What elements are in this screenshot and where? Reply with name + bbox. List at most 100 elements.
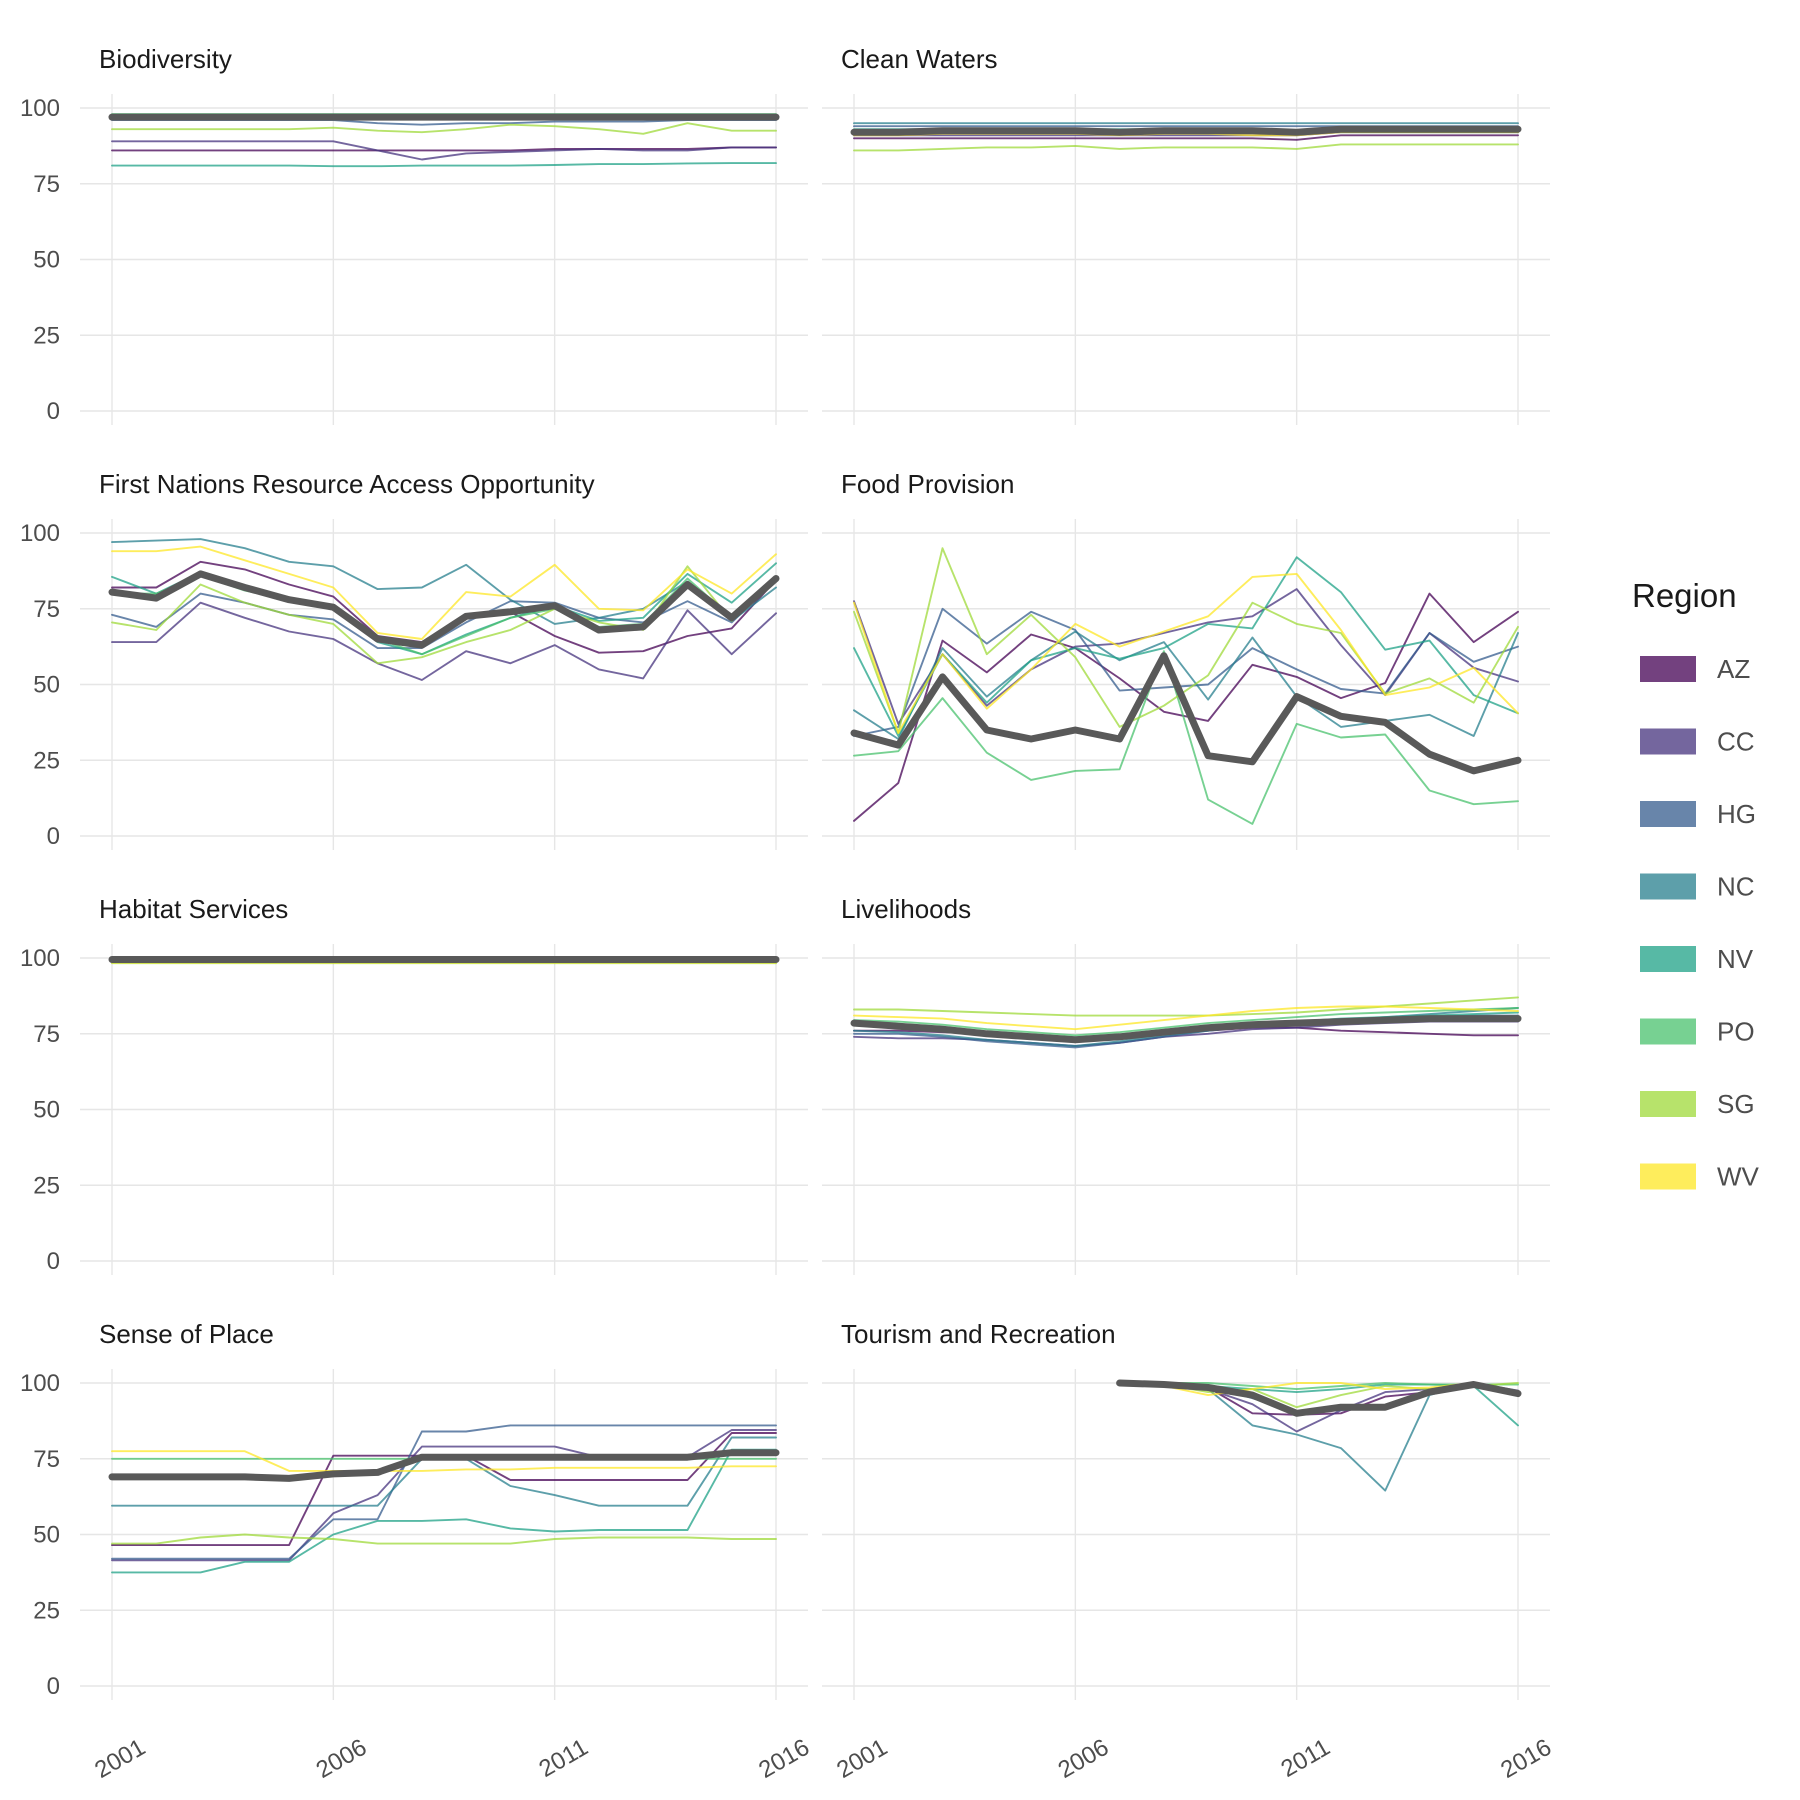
legend-label: PO <box>1717 1017 1755 1047</box>
series-line-hg <box>111 1424 777 1560</box>
legend-swatch <box>1640 1091 1696 1117</box>
series-lines <box>850 122 1522 152</box>
legend-items: AZ CC HG NC NV PO SG WV <box>1640 654 1760 1192</box>
x-tick-label: 2001 <box>832 1734 892 1784</box>
legend-label: WV <box>1717 1162 1760 1192</box>
series-line-sg <box>111 122 777 135</box>
series-line-sg <box>853 143 1519 152</box>
y-tick-label: 50 <box>33 1522 60 1549</box>
y-tick-label: 75 <box>33 1021 60 1048</box>
chart-panels: Biodiversity 0 25 50 75 100 Clean Waters First … <box>20 44 1556 1784</box>
y-tick-label: 25 <box>33 1172 60 1199</box>
panel-livelihoods: Livelihoods <box>822 894 1550 1275</box>
y-tick-label: 50 <box>33 1097 60 1124</box>
legend-swatch <box>1640 1018 1696 1045</box>
legend-item-hg: HG <box>1640 799 1756 829</box>
legend-label: SG <box>1717 1089 1755 1119</box>
y-tick-label: 0 <box>47 1248 60 1275</box>
series-line-sg <box>853 996 1519 1017</box>
panel-title: Habitat Services <box>99 894 288 924</box>
y-tick-label: 100 <box>20 520 60 547</box>
series-line-sg <box>111 1533 777 1545</box>
panel-tourism-and-recreation: Tourism and Recreation 2001 2006 2011 2016 <box>822 1319 1556 1784</box>
series-lines <box>850 996 1522 1049</box>
panel-title: Food Provision <box>841 469 1014 499</box>
series-line-po <box>853 1007 1519 1037</box>
grid <box>80 519 808 850</box>
legend-swatch <box>1640 946 1696 972</box>
x-tick-label: 2016 <box>1496 1734 1556 1784</box>
panel-biodiversity: Biodiversity 0 25 50 75 100 <box>20 44 808 425</box>
y-tick-label: 25 <box>33 1597 60 1624</box>
series-line-nv <box>111 162 777 168</box>
series-lines <box>1116 1379 1522 1492</box>
legend-item-cc: CC <box>1640 727 1755 757</box>
series-line-sg <box>111 565 777 665</box>
y-tick-label: 75 <box>33 171 60 198</box>
legend-item-nc: NC <box>1640 872 1755 902</box>
series-line-nv <box>111 1448 777 1574</box>
panel-title: Sense of Place <box>99 1319 274 1349</box>
y-tick-label: 25 <box>33 322 60 349</box>
series-line-az <box>853 592 1519 822</box>
series-line-cc <box>111 1429 777 1562</box>
series-line-overall <box>850 652 1522 775</box>
grid <box>822 519 1550 850</box>
legend-label: NC <box>1717 872 1755 902</box>
x-tick-label: 2006 <box>1054 1734 1114 1784</box>
series-line-sg <box>853 547 1519 734</box>
series-line-wv <box>111 545 777 640</box>
panel-clean-waters: Clean Waters <box>822 44 1550 425</box>
series-lines <box>108 956 780 965</box>
legend-swatch <box>1640 1163 1696 1190</box>
panel-first-nations-resource-access-opportunity: First Nations Resource Access Opportunit… <box>20 469 808 850</box>
y-tick-label: 75 <box>33 596 60 623</box>
series-line-overall <box>850 125 1522 136</box>
y-tick-label: 0 <box>47 398 60 425</box>
series-line-po <box>853 650 1519 825</box>
legend-item-wv: WV <box>1640 1162 1760 1192</box>
series-line-hg <box>853 607 1519 737</box>
panel-title: First Nations Resource Access Opportunit… <box>99 469 595 499</box>
series-line-hg <box>111 119 777 126</box>
legend: Region AZ CC HG NC NV PO SG WV <box>1632 577 1760 1192</box>
grid <box>80 1369 808 1700</box>
legend-label: CC <box>1717 727 1755 757</box>
x-tick-label: 2001 <box>90 1734 150 1784</box>
series-line-az <box>111 146 777 152</box>
series-line-nv <box>853 556 1519 737</box>
x-tick-label: 2011 <box>1276 1734 1334 1783</box>
legend-swatch <box>1640 656 1696 682</box>
grid <box>80 944 808 1275</box>
y-tick-label: 50 <box>33 672 60 699</box>
legend-item-nv: NV <box>1640 944 1754 974</box>
series-line-nc <box>853 630 1519 740</box>
legend-swatch <box>1640 728 1696 755</box>
series-lines <box>850 547 1522 825</box>
series-line-wv <box>853 572 1519 734</box>
panel-habitat-services: Habitat Services 0 25 50 75 100 <box>20 894 808 1275</box>
legend-item-po: PO <box>1640 1017 1755 1047</box>
panel-title: Livelihoods <box>841 894 971 924</box>
series-line-overall <box>850 1015 1522 1044</box>
legend-item-az: AZ <box>1640 654 1750 684</box>
series-line-hg <box>111 579 777 650</box>
y-tick-label: 0 <box>47 1673 60 1700</box>
legend-label: AZ <box>1717 654 1750 684</box>
series-line-overall <box>1116 1379 1522 1417</box>
legend-label: HG <box>1717 799 1756 829</box>
series-line-cc <box>111 140 777 161</box>
panel-title: Biodiversity <box>99 44 232 74</box>
y-tick-label: 100 <box>20 95 60 122</box>
panel-title: Tourism and Recreation <box>841 1319 1116 1349</box>
y-tick-label: 100 <box>20 1370 60 1397</box>
legend-swatch <box>1640 873 1696 900</box>
series-line-az <box>853 134 1519 141</box>
series-line-wv <box>111 1450 777 1472</box>
series-line-az <box>111 1432 777 1547</box>
series-line-nc <box>1118 1382 1519 1492</box>
y-tick-label: 0 <box>47 823 60 850</box>
legend-title: Region <box>1632 577 1737 614</box>
series-lines <box>108 113 780 168</box>
